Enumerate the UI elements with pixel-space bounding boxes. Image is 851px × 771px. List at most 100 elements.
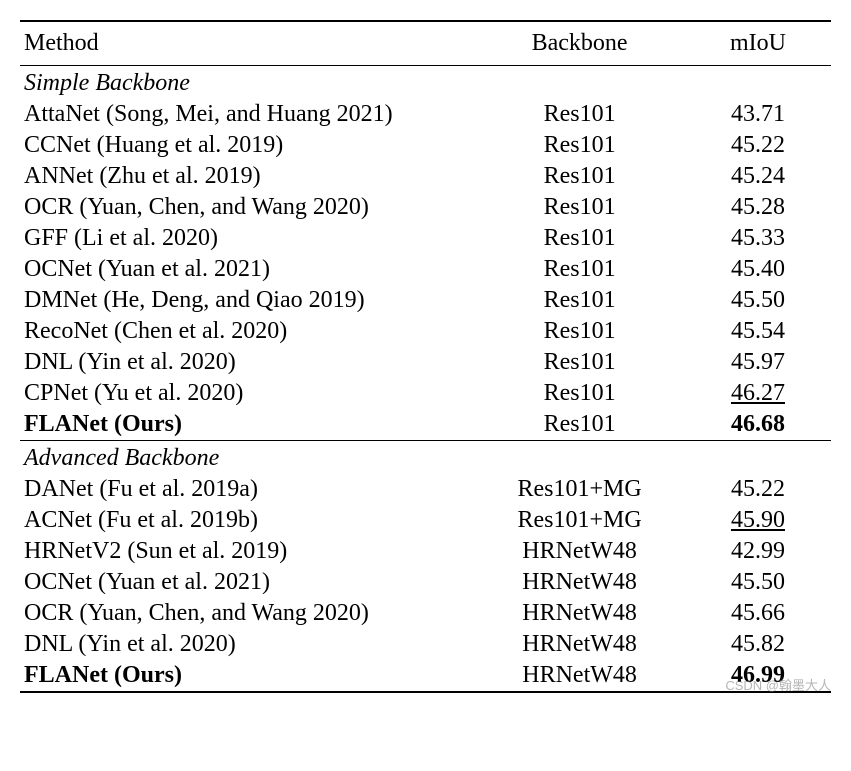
- miou-value: 45.82: [731, 631, 785, 657]
- cell-method: OCNet (Yuan et al. 2021): [20, 254, 474, 285]
- cell-miou: 45.22: [685, 130, 831, 161]
- cell-miou: 45.50: [685, 285, 831, 316]
- table-row: CCNet (Huang et al. 2019)Res101 45.22: [20, 130, 831, 161]
- miou-value: 43.71: [731, 101, 785, 127]
- section-header: Simple Backbone: [20, 66, 831, 100]
- table-row: ACNet (Fu et al. 2019b)Res101+MG 45.90: [20, 505, 831, 536]
- cell-backbone: Res101: [474, 223, 685, 254]
- cell-backbone: Res101: [474, 347, 685, 378]
- table-row: FLANet (Ours)Res101 46.68: [20, 409, 831, 441]
- miou-value: 45.50: [731, 569, 785, 595]
- miou-value: 45.22: [731, 132, 785, 158]
- cell-method: OCNet (Yuan et al. 2021): [20, 567, 474, 598]
- table-row: FLANet (Ours)HRNetW48 46.99: [20, 660, 831, 692]
- cell-backbone: HRNetW48: [474, 567, 685, 598]
- table-row: RecoNet (Chen et al. 2020)Res101 45.54: [20, 316, 831, 347]
- cell-method: ACNet (Fu et al. 2019b): [20, 505, 474, 536]
- cell-miou: 45.97: [685, 347, 831, 378]
- cell-backbone: HRNetW48: [474, 629, 685, 660]
- miou-value: 46.68: [731, 411, 785, 437]
- cell-method: ANNet (Zhu et al. 2019): [20, 161, 474, 192]
- cell-method: FLANet (Ours): [20, 660, 474, 692]
- header-row: Method Backbone mIoU: [20, 21, 831, 66]
- miou-value: 45.66: [731, 600, 785, 626]
- header-miou: mIoU: [685, 21, 831, 66]
- cell-backbone: Res101: [474, 285, 685, 316]
- cell-miou: 45.40: [685, 254, 831, 285]
- miou-value: 45.24: [731, 163, 785, 189]
- miou-value: 45.50: [731, 287, 785, 313]
- cell-miou: 42.99: [685, 536, 831, 567]
- cell-backbone: Res101: [474, 99, 685, 130]
- cell-backbone: HRNetW48: [474, 598, 685, 629]
- table-row: OCNet (Yuan et al. 2021)Res101 45.40: [20, 254, 831, 285]
- table-row: OCR (Yuan, Chen, and Wang 2020)Res101 45.…: [20, 192, 831, 223]
- cell-miou: 45.50: [685, 567, 831, 598]
- cell-method: FLANet (Ours): [20, 409, 474, 441]
- header-method: Method: [20, 21, 474, 66]
- miou-value: 45.90: [731, 507, 785, 533]
- cell-method: HRNetV2 (Sun et al. 2019): [20, 536, 474, 567]
- cell-miou: 45.33: [685, 223, 831, 254]
- cell-miou: 43.71: [685, 99, 831, 130]
- cell-method: CCNet (Huang et al. 2019): [20, 130, 474, 161]
- table-row: ANNet (Zhu et al. 2019)Res101 45.24: [20, 161, 831, 192]
- cell-method: DANet (Fu et al. 2019a): [20, 474, 474, 505]
- cell-backbone: Res101: [474, 130, 685, 161]
- cell-backbone: Res101: [474, 161, 685, 192]
- cell-method: CPNet (Yu et al. 2020): [20, 378, 474, 409]
- table-row: DNL (Yin et al. 2020)Res101 45.97: [20, 347, 831, 378]
- cell-backbone: Res101+MG: [474, 474, 685, 505]
- cell-backbone: Res101: [474, 316, 685, 347]
- cell-method: DMNet (He, Deng, and Qiao 2019): [20, 285, 474, 316]
- cell-miou: 46.27: [685, 378, 831, 409]
- table-row: HRNetV2 (Sun et al. 2019)HRNetW48 42.99: [20, 536, 831, 567]
- cell-backbone: Res101: [474, 409, 685, 441]
- table-row: DANet (Fu et al. 2019a)Res101+MG 45.22: [20, 474, 831, 505]
- cell-miou: 45.22: [685, 474, 831, 505]
- table-row: AttaNet (Song, Mei, and Huang 2021)Res10…: [20, 99, 831, 130]
- cell-method: DNL (Yin et al. 2020): [20, 347, 474, 378]
- cell-miou: 45.82: [685, 629, 831, 660]
- miou-value: 45.40: [731, 256, 785, 282]
- table-row: GFF (Li et al. 2020)Res101 45.33: [20, 223, 831, 254]
- cell-method: AttaNet (Song, Mei, and Huang 2021): [20, 99, 474, 130]
- cell-backbone: Res101: [474, 254, 685, 285]
- miou-value: 45.33: [731, 225, 785, 251]
- miou-value: 45.22: [731, 476, 785, 502]
- cell-method: OCR (Yuan, Chen, and Wang 2020): [20, 192, 474, 223]
- cell-method: GFF (Li et al. 2020): [20, 223, 474, 254]
- cell-method: RecoNet (Chen et al. 2020): [20, 316, 474, 347]
- results-table: Method Backbone mIoU Simple BackboneAtta…: [20, 20, 831, 712]
- section-title: Advanced Backbone: [20, 441, 831, 475]
- table: Method Backbone mIoU Simple BackboneAtta…: [20, 20, 831, 693]
- cell-miou: 45.28: [685, 192, 831, 223]
- table-row: OCNet (Yuan et al. 2021)HRNetW48 45.50: [20, 567, 831, 598]
- miou-value: 45.54: [731, 318, 785, 344]
- cell-method: DNL (Yin et al. 2020): [20, 629, 474, 660]
- section-title: Simple Backbone: [20, 66, 831, 100]
- cell-backbone: Res101: [474, 378, 685, 409]
- cell-backbone: Res101: [474, 192, 685, 223]
- miou-value: 46.27: [731, 380, 785, 406]
- miou-value: 46.99: [731, 662, 785, 688]
- cell-miou: 45.66: [685, 598, 831, 629]
- cell-backbone: HRNetW48: [474, 536, 685, 567]
- table-row: CPNet (Yu et al. 2020)Res101 46.27: [20, 378, 831, 409]
- cell-miou: 45.54: [685, 316, 831, 347]
- cell-miou: 45.90: [685, 505, 831, 536]
- cell-miou: 46.99: [685, 660, 831, 692]
- cell-method: OCR (Yuan, Chen, and Wang 2020): [20, 598, 474, 629]
- miou-value: 45.97: [731, 349, 785, 375]
- table-row: DNL (Yin et al. 2020)HRNetW48 45.82: [20, 629, 831, 660]
- cell-backbone: Res101+MG: [474, 505, 685, 536]
- header-backbone: Backbone: [474, 21, 685, 66]
- miou-value: 42.99: [731, 538, 785, 564]
- table-row: OCR (Yuan, Chen, and Wang 2020)HRNetW48 4…: [20, 598, 831, 629]
- table-row: DMNet (He, Deng, and Qiao 2019)Res101 45.…: [20, 285, 831, 316]
- cell-backbone: HRNetW48: [474, 660, 685, 692]
- section-header: Advanced Backbone: [20, 441, 831, 475]
- cell-miou: 45.24: [685, 161, 831, 192]
- miou-value: 45.28: [731, 194, 785, 220]
- cell-miou: 46.68: [685, 409, 831, 441]
